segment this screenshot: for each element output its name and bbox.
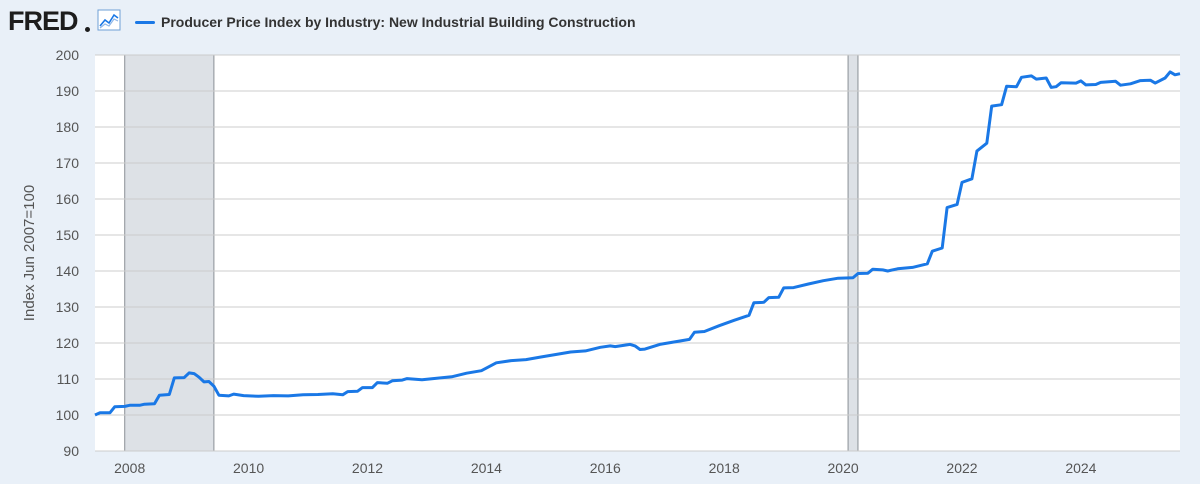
y-tick-label: 200 (56, 47, 80, 63)
y-tick-label: 170 (56, 155, 80, 171)
y-tick-label: 150 (56, 227, 80, 243)
x-tick-label: 2014 (471, 460, 502, 476)
plot-area (95, 55, 1180, 451)
x-tick-label: 2018 (709, 460, 740, 476)
x-axis-ticks: 2008 2010 2012 2014 2016 2018 2020 2022 2024 (114, 460, 1097, 476)
y-tick-label: 130 (56, 299, 80, 315)
legend-series-name: Producer Price Index by Industry: New In… (161, 14, 636, 30)
y-tick-label: 180 (56, 119, 80, 135)
line-chart-icon (97, 9, 121, 31)
recession-band (124, 55, 214, 451)
chart-header: FRED Producer Price Index by Industry: N… (0, 0, 1200, 44)
grid-lines (95, 54, 1180, 452)
x-tick-label: 2024 (1065, 460, 1096, 476)
series-layer (94, 70, 1181, 417)
y-axis-ticks: 90 100 110 120 130 140 150 160 170 180 190 200 (56, 47, 80, 459)
series-line[interactable] (94, 70, 1181, 417)
y-tick-label: 140 (56, 263, 80, 279)
y-tick-label: 110 (57, 371, 80, 387)
x-tick-label: 2012 (352, 460, 383, 476)
x-tick-label: 2010 (233, 460, 264, 476)
recession-band (848, 55, 858, 451)
chart-legend: Producer Price Index by Industry: New In… (135, 14, 636, 30)
fred-logo[interactable]: FRED (8, 6, 78, 36)
x-tick-label: 2022 (946, 460, 977, 476)
x-tick-label: 2008 (114, 460, 145, 476)
logo-dot (85, 27, 90, 32)
recession-bands (124, 55, 859, 451)
y-tick-label: 100 (56, 407, 80, 423)
x-tick-label: 2016 (590, 460, 621, 476)
y-axis-label: Index Jun 2007=100 (21, 185, 38, 321)
y-tick-label: 120 (56, 335, 80, 351)
y-tick-label: 160 (56, 191, 80, 207)
x-tick-label: 2020 (828, 460, 859, 476)
legend-swatch (135, 20, 155, 24)
y-tick-label: 90 (63, 443, 79, 459)
y-tick-label: 190 (56, 83, 80, 99)
